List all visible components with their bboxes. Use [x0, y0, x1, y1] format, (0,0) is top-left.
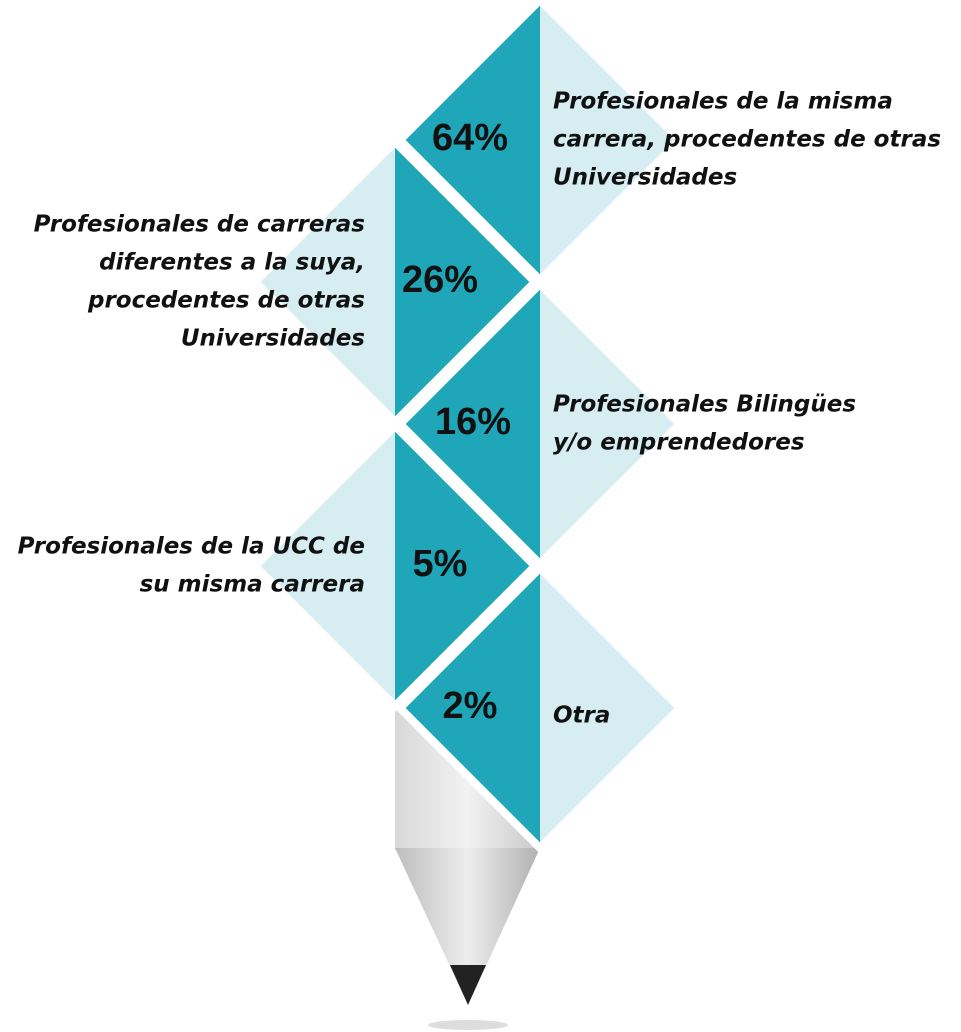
item-label: su misma carrera	[140, 572, 365, 598]
item-label: Universidades	[181, 326, 365, 352]
percent: 26%	[402, 259, 478, 301]
percent: 16%	[435, 401, 511, 443]
percent: 5%	[413, 543, 468, 585]
item-label: Profesionales Bilingües	[553, 392, 856, 418]
percent: 64%	[432, 117, 508, 159]
item-label: Profesionales de la UCC de	[18, 534, 365, 560]
item-label: procedentes de otras	[87, 288, 365, 314]
infographic: 64% Profesionales de la misma carrera, pro…	[0, 0, 961, 1032]
item-label: carrera, procedentes de otras	[553, 127, 941, 153]
item-label: Profesionales de carreras	[34, 212, 365, 238]
item-label: Otra	[553, 703, 610, 729]
item-label: Profesionales de la misma	[553, 89, 893, 115]
item-label: y/o emprendedores	[553, 430, 805, 456]
item-label: diferentes a la suya,	[99, 250, 365, 276]
percent: 2%	[443, 685, 498, 727]
item-label: Universidades	[553, 165, 737, 191]
